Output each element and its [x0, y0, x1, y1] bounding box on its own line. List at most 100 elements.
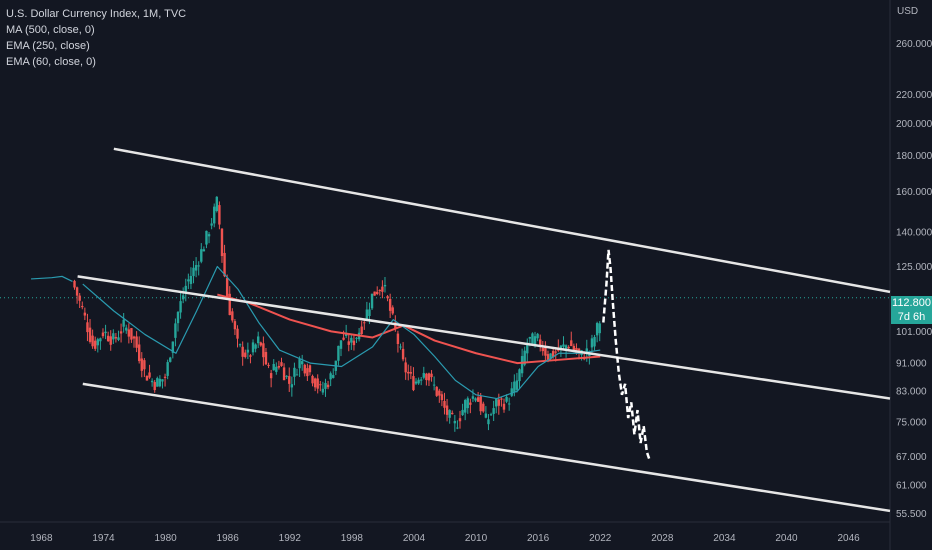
candle-body	[73, 280, 76, 288]
candle-body	[528, 337, 532, 339]
candle-body	[487, 419, 490, 425]
candle-body	[474, 398, 477, 401]
candle-body	[549, 353, 552, 360]
candle-body	[500, 398, 503, 400]
x-tick-label: 1986	[217, 533, 240, 544]
candle-body	[551, 351, 555, 358]
candle-body	[246, 349, 250, 353]
candle-body	[257, 336, 260, 344]
candle-body	[370, 293, 374, 309]
y-tick-label: 101.000	[896, 327, 932, 338]
candle-body	[308, 365, 312, 373]
candle-body	[407, 371, 410, 374]
candle-body	[412, 376, 415, 391]
candle-body	[311, 375, 314, 384]
candle-body	[404, 362, 407, 373]
candle-body	[137, 344, 141, 362]
candle-body	[479, 396, 482, 412]
candle-body	[492, 408, 495, 414]
candle-body	[295, 374, 299, 376]
candle-body	[205, 230, 208, 245]
candle-body	[316, 378, 319, 389]
candle-body	[280, 362, 283, 366]
y-tick-label: 260.000	[896, 39, 932, 50]
legend-ema250[interactable]: EMA (250, close)	[6, 40, 90, 52]
candle-body	[109, 336, 112, 345]
candle-body	[427, 373, 431, 381]
candle-body	[231, 311, 234, 321]
candle-body	[544, 347, 547, 356]
candle-body	[290, 384, 294, 388]
candle-body	[378, 290, 382, 292]
x-tick-label: 1992	[279, 533, 302, 544]
candle-body	[184, 285, 187, 293]
candle-body	[298, 359, 301, 369]
candle-body	[572, 345, 576, 351]
x-tick-label: 2004	[403, 533, 426, 544]
last-price-value: 112.800	[892, 297, 931, 309]
candle-body	[438, 390, 441, 396]
y-tick-label: 67.000	[896, 452, 927, 463]
candle-body	[189, 275, 193, 284]
candle-body	[119, 331, 123, 334]
candle-body	[388, 298, 392, 311]
candle-body	[539, 339, 542, 347]
candle-body	[213, 206, 216, 224]
candle-body	[518, 369, 521, 382]
x-tick-label: 2034	[713, 533, 736, 544]
channel-lines	[77, 147, 891, 513]
candle-body	[440, 394, 444, 401]
candle-body	[376, 291, 379, 295]
candle-body	[456, 427, 459, 429]
channel-line-2	[77, 275, 891, 400]
candle-body	[422, 373, 425, 378]
candle-body	[135, 336, 138, 348]
legend-ma500[interactable]: MA (500, close, 0)	[6, 24, 95, 36]
candle-body	[166, 362, 169, 376]
channel-line-1	[113, 147, 891, 294]
candle-body	[461, 409, 464, 416]
y-tick-label: 220.000	[896, 90, 932, 101]
candle-body	[202, 249, 206, 252]
candle-body	[585, 348, 588, 354]
candle-body	[130, 328, 133, 340]
candle-body	[414, 381, 418, 384]
candle-body	[148, 372, 151, 378]
candle-body	[381, 286, 384, 292]
candle-body	[218, 205, 221, 225]
candle-body	[225, 278, 229, 298]
candle-body	[520, 356, 524, 374]
candle-body	[262, 343, 265, 358]
y-tick-label: 140.000	[896, 228, 932, 239]
candle-body	[112, 333, 115, 340]
candle-body	[140, 358, 143, 371]
legend-ema60[interactable]: EMA (60, close, 0)	[6, 56, 96, 68]
candle-body	[104, 331, 107, 334]
candle-body	[329, 373, 332, 380]
candle-body	[194, 265, 198, 271]
x-tick-label: 1998	[341, 533, 364, 544]
candle-body	[244, 352, 247, 358]
candle-body	[179, 301, 182, 313]
candle-body	[145, 375, 149, 381]
candle-body	[233, 321, 237, 330]
candle-body	[269, 373, 273, 379]
candle-body	[187, 279, 190, 282]
candle-body	[347, 341, 350, 345]
candle-body	[169, 357, 172, 362]
y-tick-label: 55.500	[896, 509, 927, 520]
candle-body	[526, 342, 529, 354]
candle-body	[337, 345, 340, 361]
x-tick-label: 2040	[775, 533, 798, 544]
candle-body	[391, 307, 394, 314]
candle-body	[197, 265, 200, 267]
candle-body	[272, 363, 275, 371]
candle-body	[383, 284, 387, 287]
candle-body	[598, 323, 601, 334]
candle-body	[207, 234, 211, 237]
candle-body	[559, 345, 563, 349]
candle-body	[445, 405, 449, 415]
y-tick-label: 200.000	[896, 119, 932, 130]
candle-body	[435, 386, 438, 396]
